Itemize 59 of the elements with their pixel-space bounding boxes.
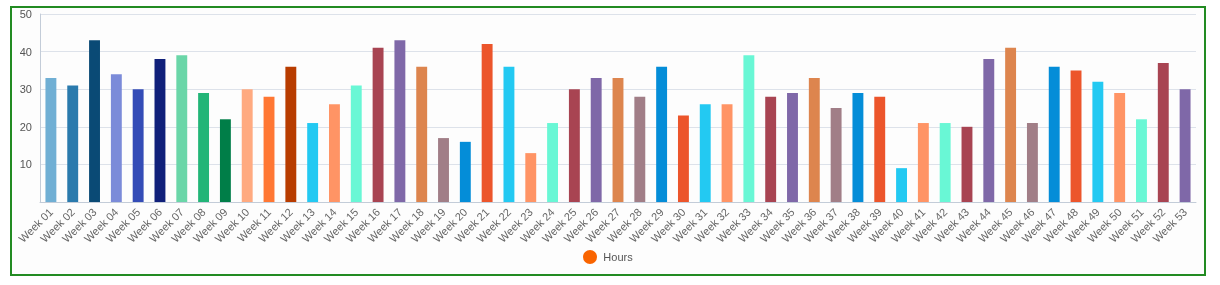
bar	[721, 104, 733, 202]
bar	[656, 66, 668, 202]
bar	[1136, 119, 1147, 202]
bar	[198, 92, 210, 202]
y-tick-label: 20	[19, 120, 32, 133]
bar	[590, 77, 602, 202]
y-tick-label: 30	[19, 83, 32, 96]
bar	[1114, 92, 1126, 202]
bar	[830, 108, 842, 202]
bar	[110, 74, 122, 202]
bar	[307, 123, 319, 202]
bar	[612, 77, 624, 202]
bar	[219, 119, 231, 202]
bar	[1092, 81, 1104, 202]
bar	[416, 66, 428, 202]
bar	[438, 138, 449, 202]
y-tick-label: 10	[19, 158, 32, 171]
bar	[372, 47, 384, 202]
bar	[481, 44, 493, 202]
bar	[176, 55, 188, 202]
bar	[568, 89, 580, 202]
bar	[677, 115, 689, 202]
bar	[154, 59, 166, 202]
bar	[1005, 47, 1017, 202]
bar	[350, 85, 362, 202]
bar	[263, 96, 275, 202]
bar	[132, 89, 144, 202]
bar	[896, 168, 907, 202]
bar	[852, 92, 864, 202]
bar	[808, 77, 820, 202]
bar	[983, 59, 995, 202]
bar	[285, 66, 297, 202]
bar	[89, 40, 100, 202]
bar	[961, 126, 973, 202]
bar	[1048, 66, 1060, 202]
bar	[1157, 62, 1169, 202]
bar	[394, 40, 406, 202]
bar	[743, 55, 755, 202]
bar	[874, 96, 886, 202]
bar	[45, 77, 57, 202]
y-tick-label: 50	[19, 8, 32, 20]
bar	[329, 104, 340, 202]
bar	[525, 153, 537, 202]
bar	[241, 89, 253, 202]
bar	[1026, 123, 1038, 202]
bar	[634, 96, 646, 202]
bar	[1179, 89, 1191, 202]
bar	[1070, 70, 1082, 202]
text: Hours	[603, 251, 633, 263]
bar	[787, 92, 798, 202]
bar	[765, 96, 777, 202]
bar	[459, 141, 471, 202]
bar	[67, 85, 79, 202]
y-tick-label: 40	[19, 45, 32, 58]
bar	[939, 123, 951, 202]
bar	[699, 104, 711, 202]
bar	[917, 123, 929, 202]
bar	[503, 66, 515, 202]
bar	[547, 123, 559, 202]
